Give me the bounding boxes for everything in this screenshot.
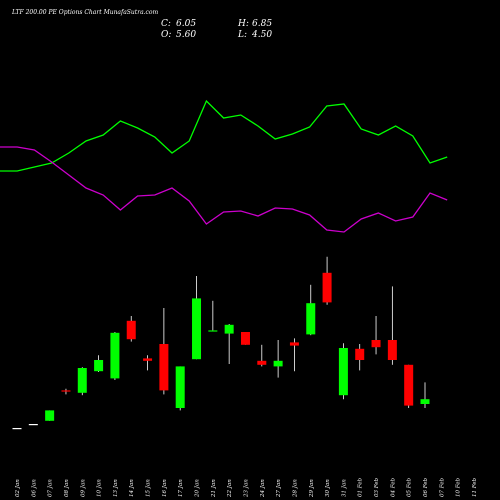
- x-tick-label: 09 Jan: [80, 479, 86, 497]
- candle-body: [338, 348, 348, 396]
- x-tick-label: 29 Jan: [309, 479, 315, 498]
- candle-body: [94, 360, 104, 372]
- candle-body: [61, 390, 71, 392]
- candle-body: [175, 366, 185, 408]
- magenta-line: [0, 146, 448, 233]
- x-tick-label: 11 Feb: [472, 477, 478, 497]
- candle: [404, 364, 414, 408]
- x-tick-label: 02 Jan: [15, 479, 21, 497]
- x-tick-label: 22 Jan: [227, 479, 233, 498]
- x-tick-label: 31 Jan: [341, 479, 347, 497]
- x-tick-label: 17 Jan: [178, 479, 184, 497]
- x-tick-label: 06 Feb: [423, 477, 429, 497]
- x-tick-label: 07 Feb: [439, 477, 445, 497]
- x-tick-label: 10 Jan: [97, 479, 103, 497]
- candle: [61, 388, 71, 395]
- candle: [273, 340, 283, 378]
- close-value: 6.05: [176, 19, 196, 29]
- candle: [338, 343, 348, 400]
- x-tick-label: 01 Feb: [358, 477, 364, 497]
- candle-body: [192, 298, 202, 360]
- candle: [12, 428, 22, 430]
- candle: [355, 344, 365, 371]
- candle: [192, 276, 202, 360]
- candle-body: [371, 340, 381, 348]
- x-tick-label: 27 Jan: [276, 479, 282, 498]
- x-tick-label: 30 Jan: [325, 479, 331, 497]
- candle: [306, 284, 316, 336]
- x-tick-label: 20 Jan: [195, 479, 201, 498]
- high-value: 6.85: [252, 19, 272, 29]
- candle-body: [289, 342, 299, 346]
- candle: [143, 355, 153, 371]
- candle: [420, 382, 430, 408]
- candles: [12, 256, 430, 430]
- x-tick-label: 03 Feb: [374, 477, 380, 497]
- open-label: O:: [161, 30, 171, 40]
- candle: [77, 367, 87, 396]
- x-tick-label: 14 Jan: [129, 479, 135, 497]
- x-tick-label: 06 Jan: [31, 479, 37, 497]
- green-line: [0, 99, 448, 172]
- indicator-lines: [0, 99, 448, 233]
- candle: [257, 344, 267, 367]
- candle: [126, 316, 136, 342]
- x-tick-label: 21 Jan: [211, 479, 217, 498]
- candle: [94, 355, 104, 372]
- candle: [208, 300, 218, 332]
- candle-body: [159, 344, 169, 391]
- x-tick-label: 28 Jan: [292, 479, 298, 498]
- candle: [28, 424, 38, 426]
- candle-body: [273, 360, 283, 367]
- candle: [322, 256, 332, 305]
- ohlc-readout: C: 6.05 O: 5.60 H: 6.85 L: 4.50: [161, 19, 272, 40]
- x-tick-label: 23 Jan: [243, 479, 249, 498]
- candle-body: [420, 399, 430, 404]
- x-tick-label: 15 Jan: [146, 479, 152, 497]
- low-label: L:: [237, 30, 247, 40]
- x-axis-labels: 02 Jan 06 Jan 07 Jan 08 Jan 09 Jan 10 Jan 13 J…: [15, 477, 478, 498]
- candle-body: [404, 364, 414, 406]
- candle: [159, 308, 169, 395]
- candle-body: [322, 272, 332, 303]
- candle-body: [355, 348, 365, 360]
- x-tick-label: 04 Feb: [390, 477, 396, 497]
- chart-title: LTF 200.00 PE Options Chart MunafaSutra.…: [11, 9, 159, 16]
- candle-body: [45, 410, 55, 421]
- low-value: 4.50: [251, 30, 272, 40]
- x-tick-label: 08 Jan: [64, 479, 70, 497]
- candle-body: [12, 428, 22, 430]
- candle: [45, 410, 55, 421]
- candle-body: [77, 368, 87, 393]
- candle-body: [110, 332, 120, 379]
- candle-body: [143, 358, 153, 361]
- candle-body: [257, 360, 267, 365]
- candle-body: [224, 324, 234, 334]
- close-label: C:: [161, 19, 171, 29]
- open-value: 5.60: [176, 30, 196, 40]
- x-tick-label: 24 Jan: [260, 479, 266, 498]
- x-tick-label: 16 Jan: [162, 479, 168, 497]
- candle-body: [28, 424, 38, 426]
- candle: [175, 366, 185, 411]
- x-tick-label: 13 Jan: [113, 479, 119, 497]
- candle: [224, 324, 234, 364]
- x-tick-label: 07 Jan: [48, 479, 54, 497]
- x-tick-label: 10 Feb: [456, 477, 462, 497]
- x-tick-label: 05 Feb: [407, 477, 413, 497]
- high-label: H:: [237, 19, 249, 29]
- candle: [289, 338, 299, 372]
- candle-body: [387, 340, 397, 360]
- candle: [110, 332, 120, 380]
- candle-body: [126, 320, 136, 340]
- candle-body: [306, 303, 316, 335]
- candle: [371, 316, 381, 355]
- chart-title-text: LTF 200.00 PE Options Chart MunafaSutra.…: [11, 9, 159, 16]
- candle-body: [208, 330, 218, 332]
- candle: [240, 332, 250, 345]
- candle: [387, 286, 397, 365]
- candle-body: [240, 332, 250, 345]
